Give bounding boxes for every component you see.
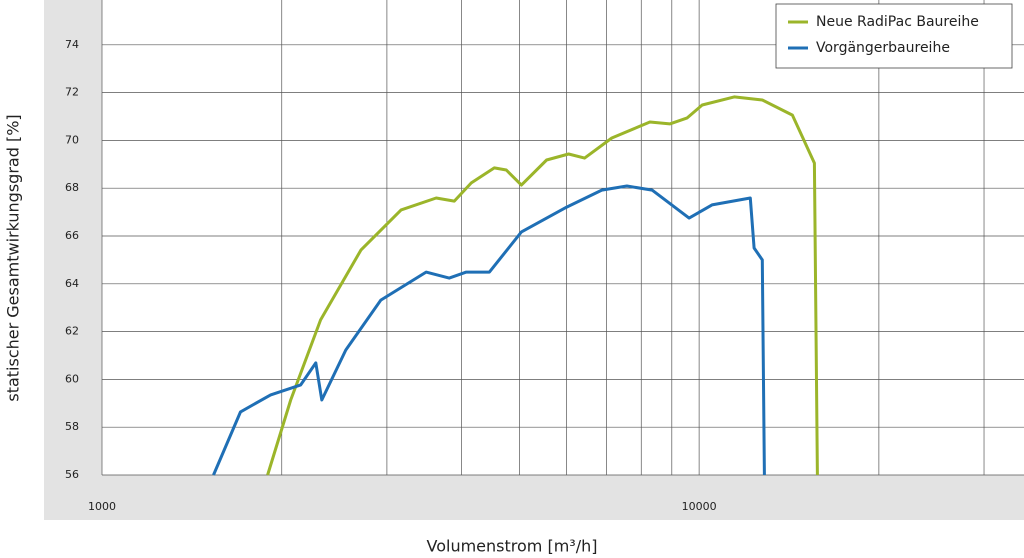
y-tick-label: 62: [65, 325, 79, 338]
y-axis-label: statischer Gesamtwirkungsgrad [%]: [4, 114, 23, 401]
x-tick-label: 10000: [682, 500, 717, 513]
x-axis-label: Volumenstrom [m³/h]: [427, 537, 598, 556]
y-axis-band: [44, 0, 102, 520]
y-tick-label: 56: [65, 468, 79, 481]
y-tick-label: 68: [65, 181, 79, 194]
y-tick-label: 64: [65, 277, 79, 290]
y-tick-label: 58: [65, 420, 79, 433]
x-axis-band: [44, 475, 1024, 520]
legend-label: Neue RadiPac Baureihe: [816, 14, 979, 30]
x-tick-label: 1000: [88, 500, 116, 513]
series-line: [266, 95, 819, 476]
y-tick-label: 72: [65, 86, 79, 99]
legend-box: [775, 3, 1013, 69]
grid: 56 58 60 62 64 66 68 70 72 74 1000 10000: [65, 0, 1024, 513]
legend-label: Vorgängerbaureihe: [816, 40, 950, 56]
series-line: [212, 184, 766, 476]
y-tick-label: 70: [65, 133, 79, 146]
legend: Neue RadiPac Baureihe Vorgängerbaureihe: [775, 3, 1013, 69]
y-tick-label: 74: [65, 38, 79, 51]
lines: [212, 95, 819, 476]
plot-area: [102, 0, 1024, 475]
y-tick-label: 66: [65, 229, 79, 242]
y-tick-label: 60: [65, 372, 79, 385]
